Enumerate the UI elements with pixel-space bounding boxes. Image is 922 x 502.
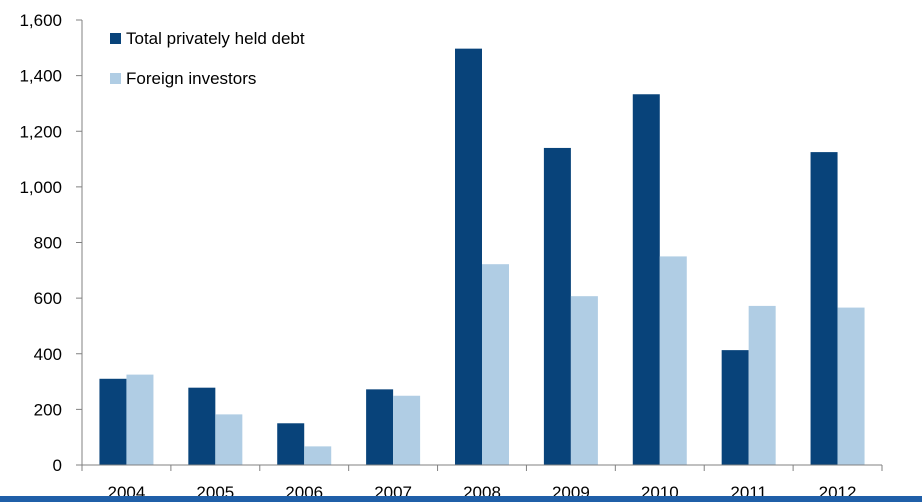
bar-foreign-investors bbox=[570, 296, 598, 465]
bar-total-privately-held-debt bbox=[188, 387, 216, 465]
bar-total-privately-held-debt bbox=[99, 378, 127, 465]
bar-foreign-investors bbox=[659, 256, 687, 465]
bar-foreign-investors bbox=[126, 374, 154, 465]
bar-foreign-investors bbox=[748, 305, 776, 465]
legend: Total privately held debt Foreign investo… bbox=[110, 29, 305, 88]
legend-label: Foreign investors bbox=[126, 69, 256, 88]
bar-total-privately-held-debt bbox=[810, 152, 838, 465]
bar-foreign-investors bbox=[482, 264, 509, 465]
y-tick-label: 1,400 bbox=[19, 67, 62, 86]
y-tick-label: 800 bbox=[34, 234, 62, 253]
y-tick-label: 600 bbox=[34, 289, 62, 308]
bar-foreign-investors bbox=[393, 395, 421, 465]
y-tick-label: 1,200 bbox=[19, 122, 62, 141]
legend-swatch bbox=[110, 33, 121, 44]
bar-total-privately-held-debt bbox=[277, 423, 305, 465]
bars bbox=[99, 48, 865, 466]
bar-foreign-investors bbox=[215, 414, 243, 465]
bar-total-privately-held-debt bbox=[366, 389, 394, 465]
bar-total-privately-held-debt bbox=[632, 94, 660, 466]
y-axis-ticks: 0 200 400 600 800 1,000 1,200 1,400 1,600 bbox=[19, 11, 62, 475]
bar-foreign-investors bbox=[837, 307, 865, 465]
y-tick-label: 400 bbox=[34, 345, 62, 364]
y-tick-label: 0 bbox=[53, 456, 62, 475]
legend-label: Total privately held debt bbox=[126, 29, 305, 48]
bar-total-privately-held-debt bbox=[455, 48, 482, 465]
axes bbox=[76, 19, 883, 471]
bar-foreign-investors bbox=[304, 446, 332, 465]
bar-total-privately-held-debt bbox=[721, 350, 749, 465]
legend-swatch bbox=[110, 73, 121, 84]
bottom-strip bbox=[0, 496, 922, 502]
bar-total-privately-held-debt bbox=[543, 147, 571, 465]
y-tick-label: 200 bbox=[34, 400, 62, 419]
y-tick-label: 1,600 bbox=[19, 11, 62, 30]
y-tick-label: 1,000 bbox=[19, 178, 62, 197]
